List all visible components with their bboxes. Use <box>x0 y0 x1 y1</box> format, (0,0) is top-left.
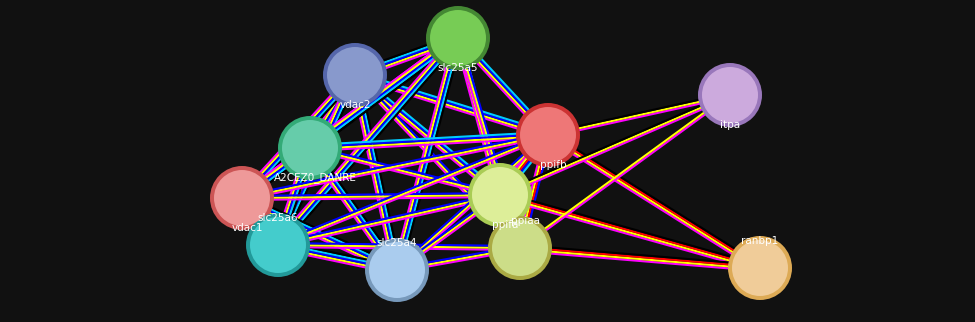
Circle shape <box>732 240 788 296</box>
Text: vdac1: vdac1 <box>231 223 262 233</box>
Circle shape <box>430 10 486 66</box>
Text: slc25a5: slc25a5 <box>438 63 479 73</box>
Circle shape <box>278 116 342 180</box>
Circle shape <box>426 6 490 70</box>
Circle shape <box>516 103 580 167</box>
Circle shape <box>702 67 758 123</box>
Text: slc25a6: slc25a6 <box>257 213 298 223</box>
Circle shape <box>698 63 762 127</box>
Text: ppifb: ppifb <box>540 160 566 170</box>
Circle shape <box>323 43 387 107</box>
Circle shape <box>250 217 306 273</box>
Text: ranbp1: ranbp1 <box>741 236 779 246</box>
Circle shape <box>728 236 792 300</box>
Text: vdac2: vdac2 <box>339 100 370 110</box>
Circle shape <box>520 107 576 163</box>
Text: itpa: itpa <box>720 120 740 130</box>
Text: A2CEZ0_DANRE: A2CEZ0_DANRE <box>274 172 357 183</box>
Circle shape <box>214 170 270 226</box>
Circle shape <box>210 166 274 230</box>
Text: ppifa: ppifa <box>491 220 518 230</box>
Circle shape <box>492 220 548 276</box>
Circle shape <box>468 163 532 227</box>
Circle shape <box>369 242 425 298</box>
Circle shape <box>246 213 310 277</box>
Circle shape <box>365 238 429 302</box>
Circle shape <box>472 167 528 223</box>
Circle shape <box>282 120 338 176</box>
Text: slc25a4: slc25a4 <box>376 238 417 248</box>
Circle shape <box>327 47 383 103</box>
Circle shape <box>488 216 552 280</box>
Text: ppiaa: ppiaa <box>511 216 539 226</box>
